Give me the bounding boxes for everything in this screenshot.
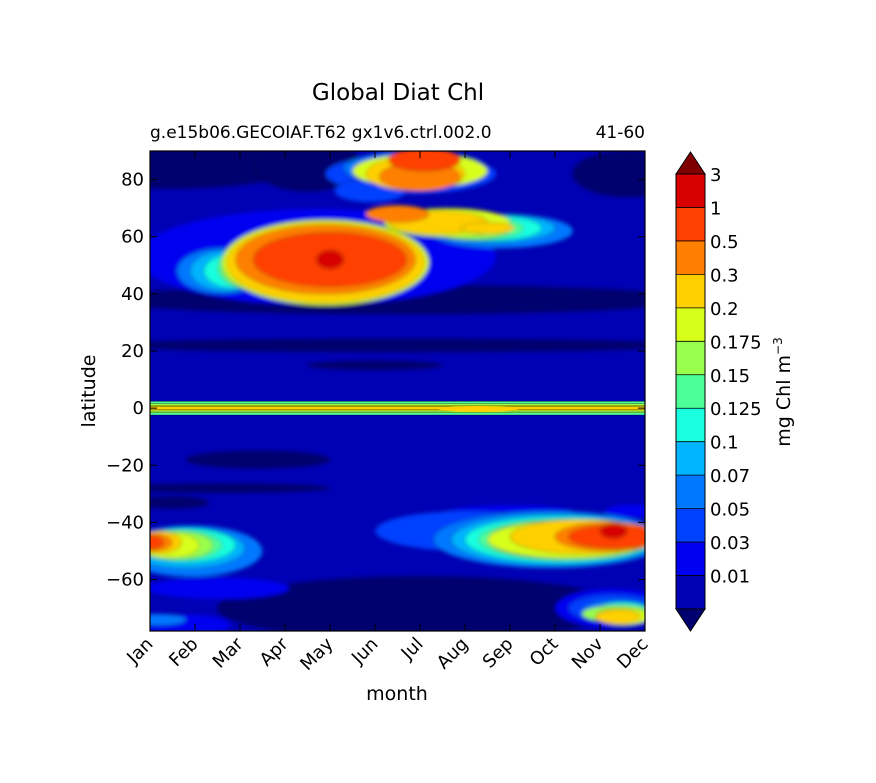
x-tick-label: Feb [165,634,202,671]
contour-blob [365,204,430,223]
contour-blobs [150,151,645,631]
colorbar-swatch [676,542,705,576]
contour-blob [150,534,164,550]
contour-blob [150,338,645,352]
contour-blob [388,151,461,172]
colorbar-swatch [676,408,705,442]
colorbar-swatch [676,341,705,375]
contour-blob [150,496,209,509]
colorbar-swatch [676,508,705,543]
x-tick-label: May [296,633,337,674]
colorbar-swatch [676,575,705,609]
colorbar-label: mg Chl m−3 [771,337,795,446]
chart-title: Global Diat Chl [312,80,484,106]
colorbar-label-text: mg Chl m [773,355,795,447]
x-tick-label: Jul [397,634,428,665]
y-tick-label: −40 [106,512,144,533]
colorbar-tick-label: 0.15 [710,366,750,387]
contour-field [150,151,645,631]
colorbar: 0.01 0.03 0.05 0.07 0.1 0.125 0.15 0.175 0.2 0.3 0… [675,151,762,632]
colorbar-tick-label: 3 [710,165,721,186]
colorbar-tick-label: 1 [710,198,721,219]
colorbar-swatch [676,374,705,409]
contour-blob [599,523,628,539]
colorbar-tick-label: 0.07 [710,466,750,487]
x-tick-label: Nov [568,633,608,673]
contour-blob [604,503,645,519]
y-tick-label: 80 [121,170,144,191]
contour-blob [185,450,331,469]
colorbar-swatch [676,441,705,476]
y-axis-label: latitude [78,355,100,428]
colorbar-tick-label: 0.125 [710,399,762,420]
y-tick-label: 20 [121,341,144,362]
colorbar-tick-label: 0.5 [710,232,739,253]
x-tick-label: Oct [526,634,563,671]
colorbar-swatch [676,274,705,308]
contour-blob [150,613,187,626]
y-tick-label: 60 [121,227,144,248]
colorbar-label-exponent: −3 [771,337,785,355]
contour-blob [307,360,443,370]
chart-subtitle-right: 41-60 [596,123,645,143]
colorbar-tick-label: 0.3 [710,265,739,286]
x-axis-label: month [366,683,428,705]
chart-subtitle-left: g.e15b06.GECOIAF.T62 gx1v6.ctrl.002.0 [150,123,492,143]
x-tick-label: Jun [347,634,382,669]
colorbar-swatch [676,207,705,241]
colorbar-extend-min [675,608,706,632]
contour-blob [316,250,344,270]
colorbar-swatch [676,475,705,509]
x-tick-label: Mar [209,633,248,672]
contour-blob [572,151,645,198]
colorbar-tick-label: 0.2 [710,299,739,320]
colorbar-swatch [676,174,705,208]
colorbar-tick-label: 0.175 [710,332,762,353]
colorbar-swatch [676,307,705,342]
colorbar-extend-max [675,151,706,175]
y-tick-label: 0 [133,398,144,419]
x-tick-label: Apr [256,633,293,670]
y-tick-label: 40 [121,284,144,305]
contour-blob [150,483,331,493]
colorbar-swatch [676,240,705,275]
plot-frame [149,150,646,632]
x-tick-label: Jan [122,634,157,669]
x-tick-label: Sep [479,634,518,673]
y-tick-label: −60 [106,570,144,591]
contour-blob [460,222,515,235]
contour-blob [150,576,290,600]
y-tick-label: −20 [106,455,144,476]
equatorial-peak [438,406,519,412]
colorbar-tick-label: 0.05 [710,500,750,521]
x-tick-label: Dec [613,634,652,673]
colorbar-tick-label: 0.01 [710,567,750,588]
colorbar-tick-label: 0.03 [710,533,750,554]
colorbar-tick-label: 0.1 [710,433,739,454]
x-tick-label: Aug [433,634,473,674]
y-axis: 80 60 40 20 0 −20 −40 −60 [106,170,645,591]
contour-blob [595,609,641,625]
equatorial-band [150,406,645,411]
